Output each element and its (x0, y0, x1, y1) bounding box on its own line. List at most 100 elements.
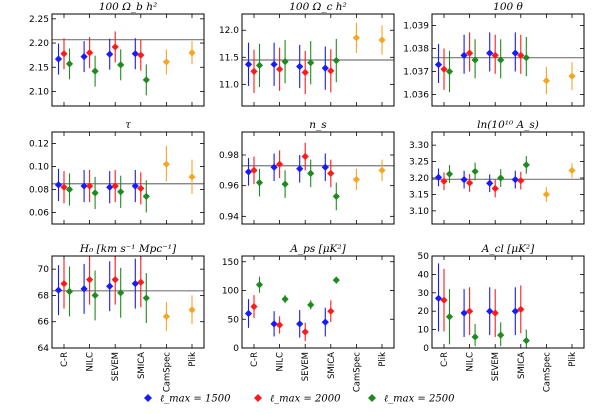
category-label-camspec: CamSpec (162, 352, 172, 392)
marker-nilc-2500 (281, 180, 289, 188)
marker-smica-1500 (131, 182, 139, 190)
marker-smica-2500 (332, 192, 340, 200)
y-tick-label: 2.25 (29, 15, 49, 25)
subplot-title: 100 Ω_c h² (289, 1, 347, 13)
marker-smica-2500 (522, 161, 530, 169)
marker-c-r-2000 (440, 296, 448, 304)
marker-smica-2500 (332, 276, 340, 284)
marker-plik-ref (568, 166, 576, 175)
marker-smica-1500 (321, 64, 329, 72)
category-label-sevem: SEVEM (111, 352, 121, 381)
marker-smica-2500 (142, 294, 150, 302)
marker-c-r-2500 (445, 67, 454, 76)
marker-plik-ref (568, 72, 576, 80)
marker-smica-2000 (327, 169, 335, 177)
y-tick-label: 0.96 (219, 182, 239, 192)
marker-c-r-2500 (65, 185, 74, 194)
marker-smica-2000 (137, 51, 145, 59)
category-label-c-r: C-R (440, 352, 450, 367)
plot-frame (241, 13, 395, 107)
marker-c-r-1500 (54, 181, 63, 189)
legend-label: ℓ_max = 2500 (384, 394, 455, 405)
plot-frame (51, 131, 205, 225)
marker-smica-2500 (522, 54, 530, 62)
subplot-2: 100 Ω_c h² 11.0 11.5 12.0 (219, 1, 395, 107)
y-tick-label: 64 (38, 344, 50, 354)
marker-smica-1500 (321, 318, 329, 326)
category-label-camspec: CamSpec (542, 352, 552, 392)
y-tick-label: 0.98 (219, 151, 239, 161)
marker-c-r-2500 (65, 60, 74, 68)
marker-c-r-1500 (434, 173, 443, 181)
y-tick-label: 0 (423, 344, 429, 354)
marker-smica-1500 (511, 49, 519, 57)
subplot-title: n_s (309, 119, 327, 131)
marker-nilc-1500 (80, 285, 88, 293)
y-tick-label: 68 (38, 291, 50, 301)
y-tick-label: 150 (222, 258, 239, 268)
y-tick-label: 70 (38, 265, 50, 275)
y-tick-label: 3.30 (409, 141, 429, 151)
marker-nilc-2000 (466, 179, 474, 187)
marker-c-r-2500 (445, 170, 454, 178)
category-label-nilc: NILC (276, 352, 286, 372)
y-tick-label: 2.10 (29, 87, 49, 97)
marker-sevem-2000 (301, 328, 309, 336)
legend-label: ℓ_max = 2000 (270, 394, 341, 405)
marker-sevem-2500 (307, 59, 315, 67)
category-label-sevem: SEVEM (491, 352, 501, 381)
y-tick-label: 11.5 (219, 53, 239, 63)
legend: ℓ_max = 1500 ℓ_max = 2000 ℓ_max = 2500 (144, 394, 455, 405)
y-tick-label: 3.20 (409, 174, 429, 184)
plot-frame (51, 255, 205, 349)
marker-sevem-2000 (301, 68, 309, 77)
marker-sevem-1500 (106, 282, 114, 290)
marker-c-r-2500 (445, 313, 454, 321)
marker-nilc-2500 (91, 291, 99, 300)
marker-plik-ref (188, 173, 196, 181)
plot-frame (431, 131, 585, 225)
category-label-sevem: SEVEM (301, 352, 311, 381)
legend-marker-2000 (254, 394, 262, 402)
y-tick-label: 0.10 (29, 163, 49, 173)
category-label-nilc: NILC (466, 352, 476, 372)
category-label-camspec: CamSpec (352, 352, 362, 392)
marker-sevem-2500 (307, 169, 315, 177)
marker-sevem-2500 (117, 188, 125, 196)
subplot-8: A_ps [μK²] 0 50 100 150 C-R NILC SEVEM SMICA CamS… (222, 243, 395, 392)
marker-nilc-1500 (460, 176, 468, 184)
y-tick-label: 20 (418, 307, 430, 317)
marker-camspec-ref (162, 58, 170, 66)
marker-sevem-2500 (497, 331, 505, 339)
marker-camspec-ref (352, 34, 360, 42)
marker-smica-2000 (517, 51, 525, 59)
marker-nilc-1500 (460, 309, 468, 317)
marker-c-r-1500 (54, 55, 63, 63)
marker-nilc-1500 (270, 60, 278, 68)
marker-nilc-2000 (86, 276, 94, 284)
marker-camspec-ref (542, 190, 550, 199)
marker-c-r-2000 (250, 67, 258, 75)
marker-c-r-2000 (250, 166, 258, 174)
category-label-plik: Plik (378, 352, 388, 367)
marker-sevem-2500 (117, 289, 125, 297)
y-tick-label: 1.039 (403, 22, 429, 32)
marker-nilc-2000 (466, 307, 474, 315)
y-tick-label: 3.25 (409, 158, 429, 168)
marker-nilc-2000 (276, 65, 284, 73)
category-label-smica: SMICA (137, 352, 147, 379)
y-tick-label: 0.94 (219, 212, 239, 222)
category-label-c-r: C-R (250, 352, 260, 367)
marker-smica-1500 (511, 307, 519, 315)
marker-sevem-2000 (491, 184, 499, 193)
subplot-3: 100 θ 1.036 1.037 1.038 1.039 (403, 1, 585, 107)
marker-sevem-1500 (296, 62, 304, 71)
subplot-9: A_cl [μK²] 0 10 20 30 40 50 C-R NILC SEVEM SMICA Ca… (418, 243, 585, 392)
y-tick-label: 11.0 (219, 80, 239, 90)
marker-c-r-1500 (244, 309, 253, 318)
marker-sevem-1500 (106, 183, 114, 191)
y-tick-label: 3.10 (409, 207, 429, 217)
marker-smica-2500 (142, 192, 150, 200)
marker-c-r-1500 (434, 61, 443, 69)
